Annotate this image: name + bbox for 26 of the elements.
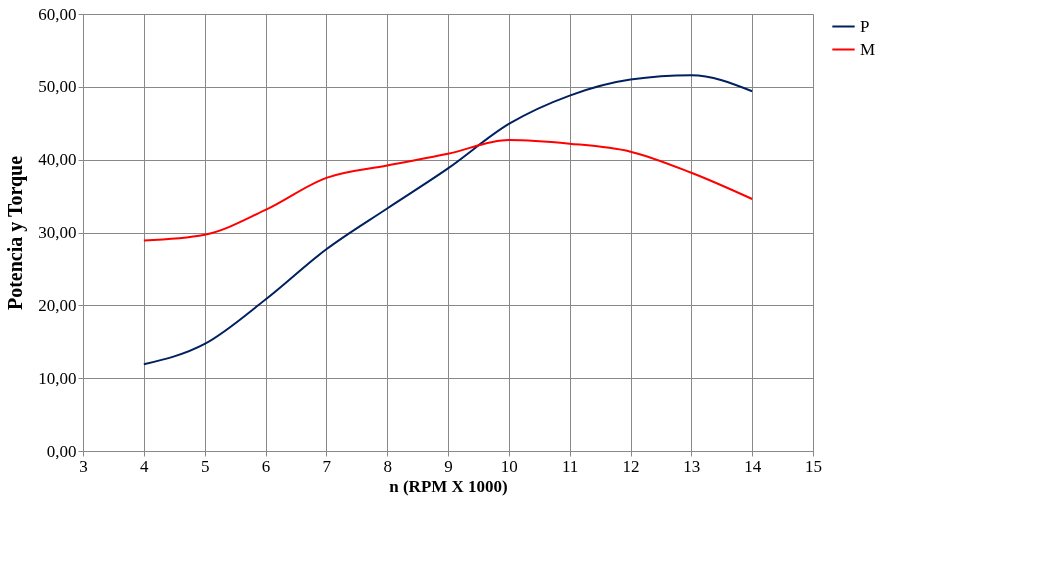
- x-tick-label: 11: [561, 456, 579, 476]
- x-tick-label: 7: [322, 456, 332, 476]
- x-tick-label: 8: [383, 456, 392, 476]
- y-tick-label: 20,00: [38, 295, 77, 315]
- x-tick-label: 13: [683, 456, 701, 476]
- y-tick-label: 40,00: [38, 150, 77, 170]
- legend-label: M: [860, 39, 876, 59]
- x-tick-label: 10: [500, 456, 518, 476]
- x-tick-label: 14: [744, 456, 762, 476]
- line-series: [142, 74, 754, 366]
- x-tick-label: 4: [140, 456, 150, 476]
- y-tick-label: 30,00: [38, 223, 77, 242]
- x-tick-label: 6: [261, 456, 271, 476]
- x-tick-label: 12: [622, 456, 640, 476]
- x-axis-title: n (RPM X 1000): [389, 476, 508, 496]
- x-tick-label: 9: [444, 456, 453, 476]
- x-tick-label: 15: [805, 456, 822, 476]
- y-tick-label: 0,00: [46, 441, 77, 461]
- line-series: [142, 139, 754, 242]
- legend-label: P: [860, 16, 870, 36]
- y-tick-label: 60,00: [38, 4, 77, 24]
- y-axis-title: Potencia y Torque: [4, 155, 28, 311]
- x-tick-label: 5: [200, 456, 210, 476]
- y-tick-label: 50,00: [38, 77, 77, 97]
- y-tick-label: 10,00: [38, 368, 77, 388]
- x-tick-label: 3: [79, 456, 88, 476]
